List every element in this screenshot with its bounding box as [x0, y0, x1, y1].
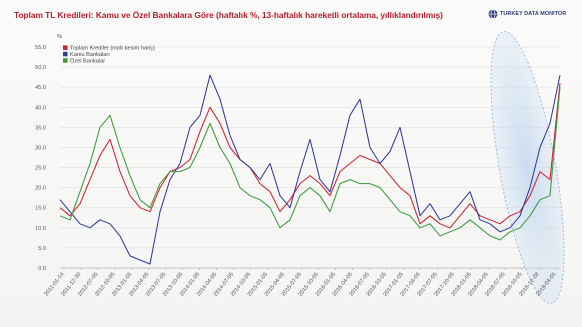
- y-tick-label: 45.0: [35, 85, 46, 91]
- y-tick-label: 25.0: [35, 166, 46, 172]
- y-tick-label: 15.0: [35, 206, 46, 212]
- grid-lines: [60, 46, 560, 269]
- legend-entry: Kamu Bankaları: [70, 52, 110, 58]
- series-lines: [59, 74, 561, 265]
- legend: Toplam Krediler (mob kesim hariç)Kamu Ba…: [63, 45, 155, 64]
- chart-title: Toplam TL Kredileri: Kamu ve Özel Bankal…: [14, 10, 443, 20]
- y-tick-label: 40.0: [35, 105, 46, 111]
- legend-swatch: [63, 58, 68, 63]
- y-tick-label: 20.0: [35, 186, 46, 192]
- legend-entry: Toplam Krediler (mob kesim hariç): [70, 46, 155, 52]
- y-axis: 0.0 5.0 10.0 15.0 20.0 25.0 30.0 35.0 40.0 45.0 50…: [35, 45, 46, 272]
- brand-logo-text: TURKEY DATA MONITOR: [500, 11, 567, 17]
- series-line-2: [59, 87, 561, 241]
- y-axis-unit-label: %: [57, 34, 62, 40]
- highlight-ellipse-shape: [490, 31, 565, 304]
- globe-icon: [488, 9, 498, 19]
- legend-entry: Özel Bankalar: [70, 57, 105, 64]
- x-axis: 2011-01-142011-12-302012-07-052012-10-05…: [43, 268, 558, 298]
- highlight-ellipse: [490, 31, 565, 304]
- legend-swatch: [63, 45, 68, 50]
- series-line-0: [59, 83, 561, 229]
- y-tick-label: 35.0: [35, 125, 46, 131]
- series-line-1: [59, 74, 561, 265]
- y-tick-label: 10.0: [35, 226, 46, 232]
- y-tick-label: 50.0: [35, 65, 46, 71]
- legend-swatch: [63, 51, 68, 57]
- y-tick-label: 0.0: [38, 266, 46, 272]
- y-tick-label: 5.0: [38, 246, 46, 252]
- y-tick-label: 55.0: [35, 45, 46, 51]
- brand-logo: TURKEY DATA MONITOR: [488, 8, 566, 20]
- y-tick-label: 30.0: [35, 145, 46, 151]
